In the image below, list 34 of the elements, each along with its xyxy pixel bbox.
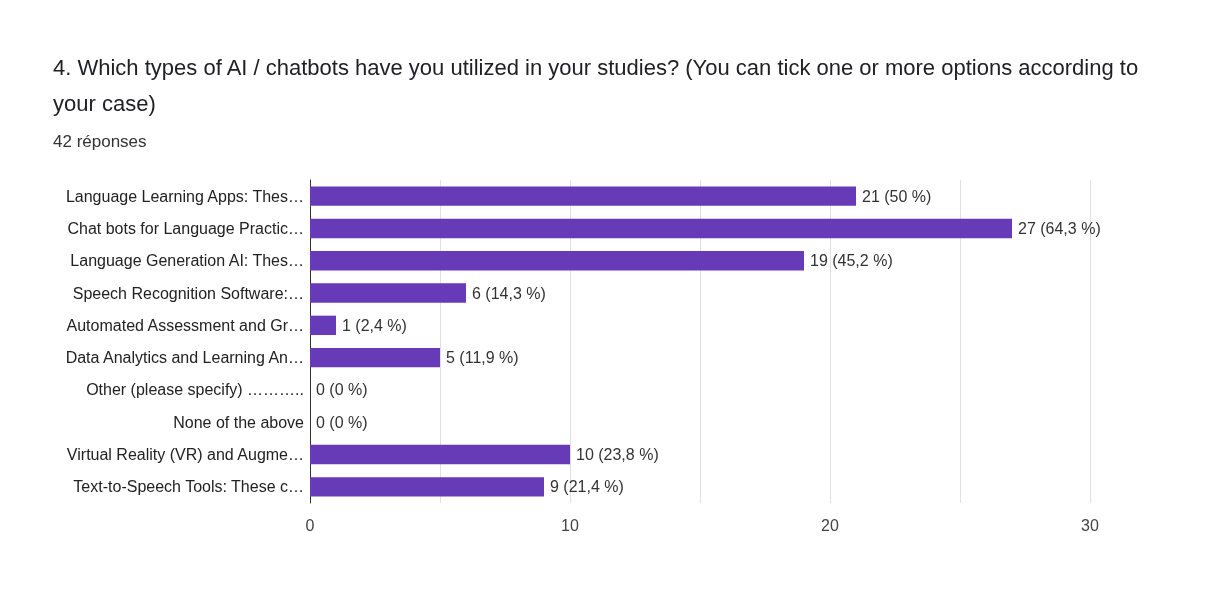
y-tick-label: Language Learning Apps: Thes… [65,187,304,205]
y-tick-label: Chat bots for Language Practic… [67,219,304,237]
x-tick-label: 20 [821,516,839,534]
x-tick-label: 0 [305,516,315,534]
y-tick-label: Virtual Reality (VR) and Augme… [66,446,304,464]
data-label: 5 (11,9 %) [446,349,519,367]
y-tick-label: Language Generation AI: Thes… [70,252,304,270]
bar [310,477,544,497]
y-tick-label: Text-to-Speech Tools: These c… [73,478,304,496]
bar [310,218,1012,239]
data-label: 10 (23,8 %) [576,446,659,464]
data-label: 27 (64,3 %) [1018,219,1101,237]
x-tick-label: 10 [561,516,579,534]
bar [310,283,466,303]
bar [310,315,336,336]
data-label: 9 (21,4 %) [550,478,624,496]
data-label: 1 (2,4 %) [342,316,407,334]
data-label: 6 (14,3 %) [472,284,546,302]
y-tick-label: Other (please specify) ……….. [86,381,304,399]
bar [310,186,856,206]
y-tick-label: Speech Recognition Software:… [72,284,304,302]
data-label: 19 (45,2 %) [810,252,893,270]
bar [310,444,570,465]
text: 42 réponses [53,132,147,151]
data-label: 0 (0 %) [316,381,368,399]
x-tick-label: 30 [1081,516,1099,534]
chart-title: 4. Which types of AI / chatbots have you utilized in your studies? (You can tick one or more options according to your case) [53,54,1145,116]
y-tick-label: Automated Assessment and Gr… [66,316,304,334]
data-label: 0 (0 %) [316,413,368,431]
data-label: 21 (50 %) [862,187,932,205]
y-tick-label: Data Analytics and Learning An… [65,349,304,367]
y-tick-label: None of the above [173,413,305,431]
bar [310,251,804,271]
bar [310,347,440,368]
